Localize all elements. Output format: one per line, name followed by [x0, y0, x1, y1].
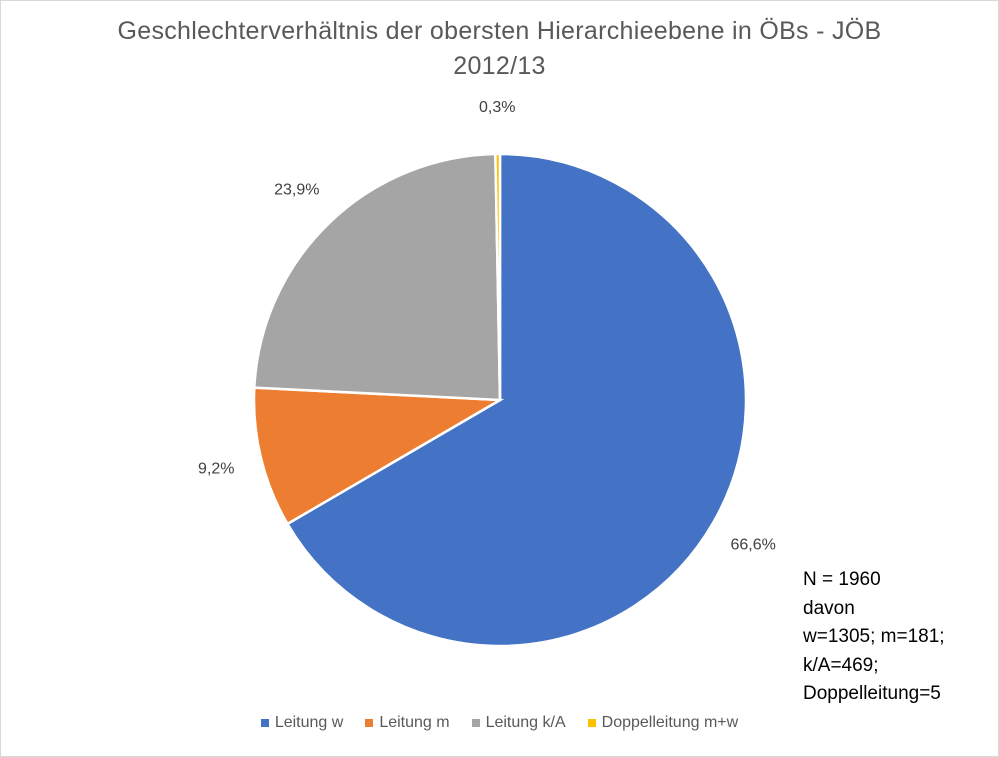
legend-label-leitung-ka: Leitung k/A	[485, 714, 566, 731]
note-line-2: davon	[803, 597, 855, 619]
pie-data-label-3: 0,3%	[479, 99, 515, 116]
pie-slice-3	[494, 152, 502, 401]
note-line-3: w=1305; m=181;	[803, 626, 945, 647]
legend-item-leitung-w: Leitung w	[260, 714, 344, 732]
chart-title: Geschlechterverhältnis der obersten Hier…	[0, 14, 999, 84]
legend-item-leitung-m: Leitung m	[365, 714, 450, 732]
legend-swatch-doppelleitung	[587, 719, 596, 727]
legend-label-leitung-w: Leitung w	[274, 714, 344, 731]
pie-data-label-1: 9,2%	[198, 460, 234, 477]
pie-slice-1	[252, 386, 505, 526]
legend: Leitung w Leitung m Leitung k/A Doppelle…	[0, 714, 999, 732]
legend-item-leitung-ka: Leitung k/A	[471, 714, 566, 732]
pie-data-label-0: 66,6%	[730, 537, 775, 554]
pie-data-label-2: 23,9%	[274, 182, 319, 199]
legend-label-leitung-m: Leitung m	[379, 714, 450, 731]
note-line-1: N = 1960	[803, 569, 881, 590]
legend-item-doppelleitung: Doppelleitung m+w	[587, 714, 739, 732]
legend-swatch-leitung-ka	[471, 719, 480, 727]
sample-size-note: N = 1960 davon w=1305; m=181; k/A=469; D…	[803, 566, 945, 709]
chart-title-line-1: Geschlechterverhältnis der obersten Hier…	[117, 17, 882, 45]
pie-slice-2	[252, 152, 502, 402]
note-line-4: k/A=469;	[803, 654, 879, 676]
note-line-5: Doppelleitung=5	[803, 683, 941, 704]
pie-slice-0	[285, 152, 748, 648]
chart-title-line-2: 2012/13	[453, 52, 546, 80]
legend-label-doppelleitung: Doppelleitung m+w	[601, 714, 739, 731]
legend-swatch-leitung-w	[260, 719, 269, 727]
legend-swatch-leitung-m	[365, 719, 374, 727]
